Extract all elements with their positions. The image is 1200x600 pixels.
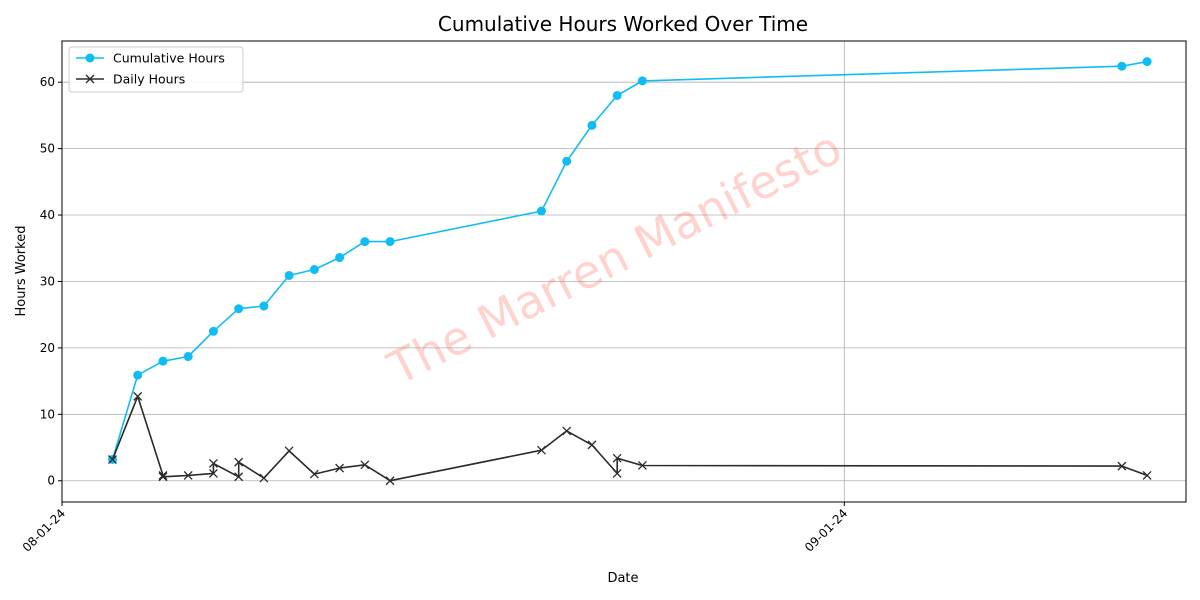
- data-point: [234, 304, 244, 314]
- x-tick-label: 09-01-24: [802, 506, 850, 554]
- legend-marker: [85, 74, 95, 84]
- data-point: [158, 470, 168, 480]
- legend-marker: [85, 53, 95, 63]
- data-point: [1142, 57, 1152, 67]
- series-line: [111, 395, 1148, 482]
- data-point: [108, 455, 117, 464]
- data-point: [1117, 461, 1127, 471]
- data-point: [259, 473, 269, 483]
- y-tick-label: 30: [40, 274, 55, 288]
- axis-ticks: 0 10 20 30 40 50 60 08-01-24 09-01-24: [20, 75, 851, 554]
- y-tick-label: 40: [40, 208, 55, 222]
- data-point: [587, 440, 597, 450]
- y-tick-label: 10: [40, 407, 55, 421]
- data-point: [1142, 470, 1152, 480]
- data-point: [183, 352, 193, 362]
- data-point: [612, 90, 622, 100]
- legend-item: Daily Hours: [76, 72, 185, 87]
- x-axis-label: Date: [607, 571, 638, 586]
- data-point: [537, 445, 546, 455]
- data-point: [385, 237, 395, 247]
- data-point: [587, 120, 597, 130]
- data-point: [360, 460, 370, 470]
- data-point: [133, 391, 143, 401]
- y-tick-label: 50: [40, 142, 55, 156]
- grid: [61, 41, 1186, 502]
- watermark-text: The Marren Manifesto: [379, 120, 850, 396]
- data-point: [259, 301, 269, 311]
- data-point: [637, 76, 647, 86]
- y-axis-label: Hours Worked: [14, 226, 29, 317]
- legend: Cumulative Hours Daily Hours: [68, 46, 244, 93]
- data-point: [284, 446, 294, 456]
- data-point: [158, 356, 168, 366]
- y-tick-label: 60: [40, 75, 55, 89]
- data-point: [208, 468, 218, 478]
- data-point: [133, 370, 143, 380]
- data-point: [536, 206, 546, 216]
- plot-frame: [61, 40, 1187, 503]
- data-point: [309, 265, 319, 275]
- legend-label: Daily Hours: [113, 72, 185, 87]
- data-point: [309, 469, 319, 479]
- data-point: [612, 453, 622, 463]
- data-point: [234, 457, 244, 467]
- x-tick-label: 08-01-24: [20, 506, 68, 554]
- data-point: [183, 470, 193, 480]
- legend-item: Cumulative Hours: [76, 51, 225, 66]
- series-daily-hours: [108, 391, 1152, 486]
- chart-title: Cumulative Hours Worked Over Time: [438, 12, 808, 36]
- data-point: [385, 476, 395, 486]
- data-point: [612, 468, 622, 478]
- data-point: [234, 472, 244, 482]
- data-point: [360, 237, 370, 247]
- y-tick-label: 0: [47, 474, 55, 488]
- data-point: [562, 156, 572, 166]
- data-point: [562, 426, 572, 436]
- legend-label: Cumulative Hours: [113, 51, 225, 66]
- data-point: [284, 270, 294, 280]
- data-point: [637, 461, 647, 470]
- data-point: [208, 326, 218, 336]
- data-point: [208, 459, 218, 468]
- data-point: [1117, 61, 1127, 71]
- data-point: [158, 472, 168, 482]
- legend-frame: [68, 46, 244, 93]
- data-point: [335, 463, 345, 473]
- series-layer: [107, 57, 1152, 486]
- y-tick-label: 20: [40, 341, 55, 355]
- data-point: [335, 253, 345, 263]
